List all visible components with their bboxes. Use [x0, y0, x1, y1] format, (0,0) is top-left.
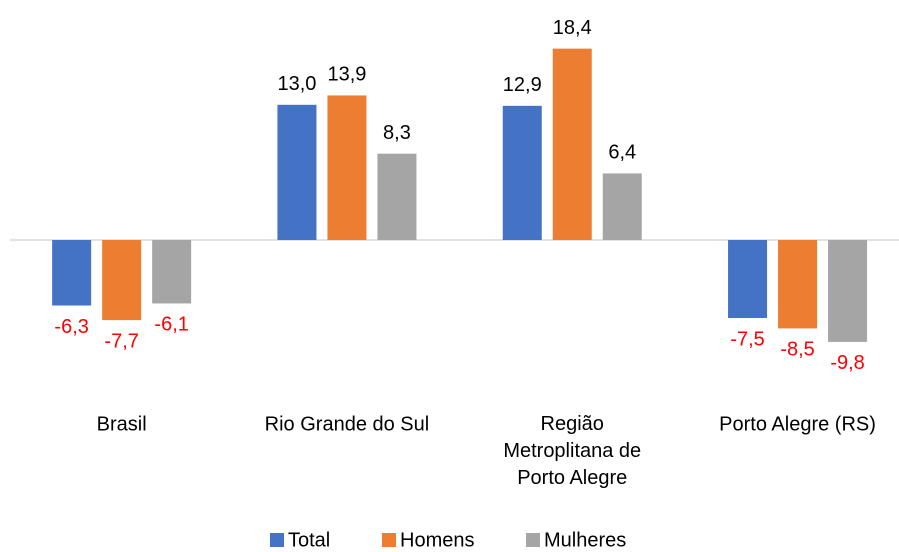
data-label: -6,3 — [54, 316, 88, 338]
data-label: 12,9 — [503, 74, 542, 96]
x-tick-label: Rio Grande do Sul — [265, 413, 430, 435]
bar — [828, 240, 868, 342]
bar — [502, 105, 542, 240]
bar — [377, 153, 417, 240]
bar — [52, 240, 92, 306]
x-tick-label: Brasil — [97, 413, 147, 435]
data-label: -7,7 — [104, 330, 138, 352]
bar — [602, 173, 642, 240]
legend-label: Mulheres — [544, 529, 626, 551]
legend-swatch — [526, 533, 540, 547]
x-tick-label: Porto Alegre (RS) — [719, 413, 876, 435]
data-label: 13,9 — [327, 64, 366, 86]
data-label: 13,0 — [277, 73, 316, 95]
legend-label: Total — [288, 529, 330, 551]
label-line: Metroplitana de — [503, 440, 641, 462]
label-line: Região — [541, 413, 604, 435]
bar — [728, 240, 768, 318]
data-label: -7,5 — [730, 328, 764, 350]
bar — [102, 240, 142, 321]
legend-swatch — [382, 533, 396, 547]
label-line: Porto Alegre — [517, 467, 627, 489]
bar — [327, 95, 367, 240]
bar — [778, 240, 818, 329]
data-label: -9,8 — [830, 352, 864, 374]
bar — [152, 240, 192, 304]
x-tick-label: Região Metroplitana de Porto Alegre — [503, 413, 641, 489]
data-label: -6,1 — [154, 314, 188, 336]
bar — [277, 104, 317, 240]
data-label: 8,3 — [383, 122, 411, 144]
data-label: -8,5 — [780, 339, 814, 361]
data-label: 18,4 — [553, 17, 592, 39]
legend-swatch — [270, 533, 284, 547]
bar — [552, 48, 592, 240]
data-label: 6,4 — [608, 142, 636, 164]
legend-label: Homens — [400, 529, 474, 551]
